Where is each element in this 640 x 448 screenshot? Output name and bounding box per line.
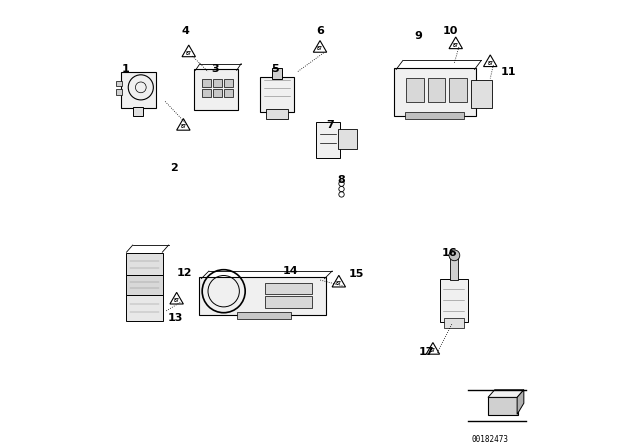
FancyBboxPatch shape [125,275,163,295]
FancyBboxPatch shape [132,107,143,116]
FancyBboxPatch shape [224,79,233,87]
FancyBboxPatch shape [394,68,476,116]
Text: 87: 87 [186,51,191,56]
FancyBboxPatch shape [451,257,458,280]
Text: 3: 3 [211,65,218,74]
FancyBboxPatch shape [488,397,518,415]
Text: 87: 87 [174,298,179,303]
FancyBboxPatch shape [449,78,467,102]
Text: 9: 9 [415,31,422,41]
FancyBboxPatch shape [116,81,122,86]
FancyBboxPatch shape [125,253,163,275]
Text: 17: 17 [419,347,435,357]
FancyBboxPatch shape [121,72,157,108]
Text: 87: 87 [317,47,323,52]
Text: 11: 11 [500,67,516,77]
FancyBboxPatch shape [316,122,340,158]
FancyBboxPatch shape [272,68,282,79]
FancyBboxPatch shape [266,296,312,308]
FancyBboxPatch shape [224,89,233,97]
Text: 7: 7 [326,120,333,129]
FancyBboxPatch shape [237,312,291,319]
Text: 14: 14 [283,266,299,276]
FancyBboxPatch shape [338,129,356,149]
Text: 16: 16 [441,248,457,258]
FancyBboxPatch shape [213,79,222,87]
Text: 10: 10 [442,26,458,36]
Text: 87: 87 [430,349,436,353]
Text: 6: 6 [316,26,324,36]
FancyBboxPatch shape [472,80,492,108]
Text: 87: 87 [453,43,459,48]
FancyBboxPatch shape [260,77,294,112]
Text: 87: 87 [488,61,493,66]
FancyBboxPatch shape [125,295,163,321]
FancyBboxPatch shape [213,89,222,97]
FancyBboxPatch shape [428,78,445,102]
Text: 8: 8 [338,175,346,185]
Text: 00182473: 00182473 [472,435,509,444]
Text: 4: 4 [182,26,189,36]
Text: 12: 12 [177,268,193,278]
FancyBboxPatch shape [202,89,211,97]
FancyBboxPatch shape [406,78,424,102]
FancyBboxPatch shape [266,283,312,294]
Circle shape [449,250,460,261]
FancyBboxPatch shape [444,318,464,328]
FancyBboxPatch shape [404,112,464,119]
FancyBboxPatch shape [116,89,122,95]
FancyBboxPatch shape [440,279,468,322]
Text: 1: 1 [121,65,129,74]
Text: 13: 13 [168,313,184,323]
Polygon shape [517,390,524,414]
FancyBboxPatch shape [202,79,211,87]
FancyBboxPatch shape [266,109,288,119]
Text: 87: 87 [180,125,186,129]
Text: 2: 2 [170,163,179,173]
Text: 87: 87 [336,281,342,286]
FancyBboxPatch shape [200,277,326,315]
FancyBboxPatch shape [194,69,238,110]
Text: 15: 15 [349,269,364,279]
Polygon shape [488,390,524,397]
Text: 5: 5 [271,65,279,74]
